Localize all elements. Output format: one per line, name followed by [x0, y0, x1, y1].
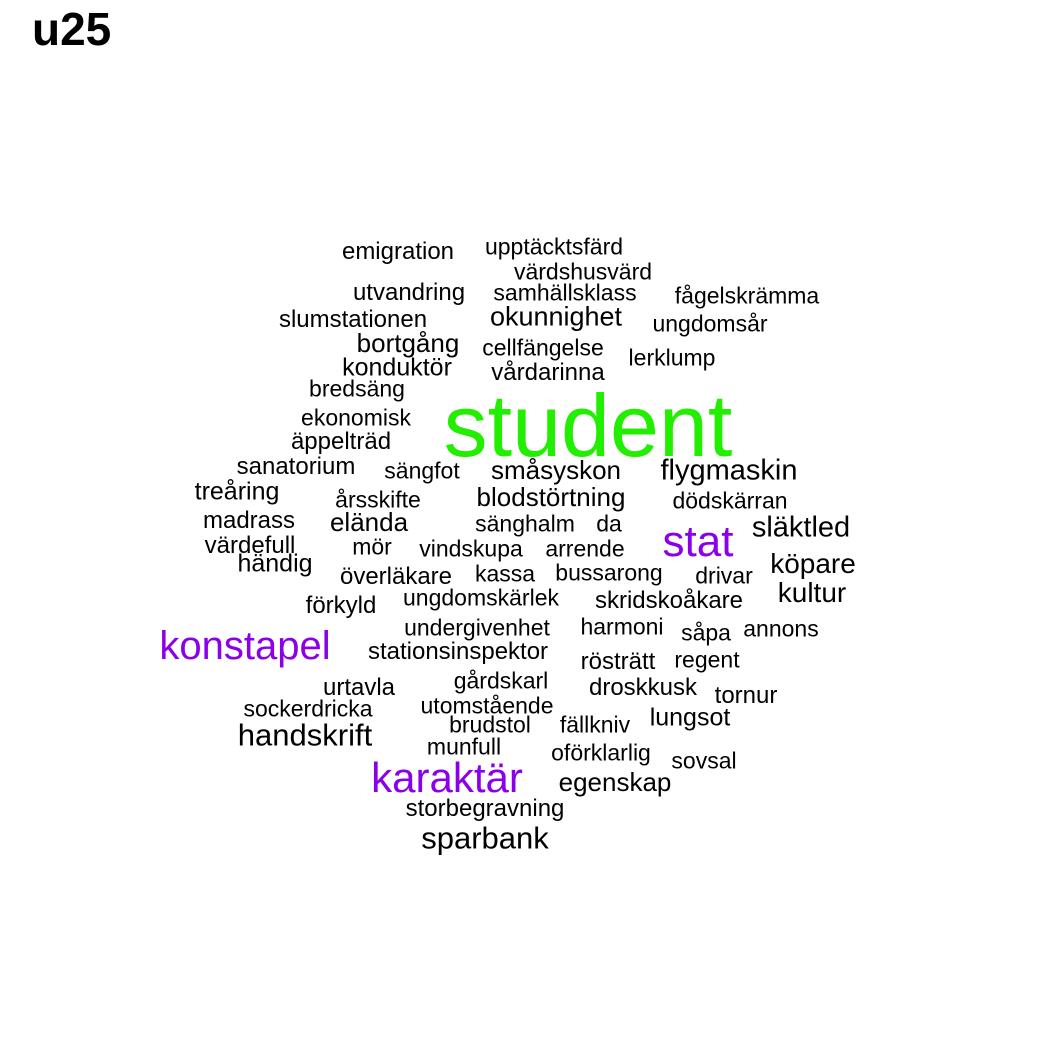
- word-forkyld: förkyld: [305, 592, 377, 619]
- word-kultur: kultur: [777, 577, 847, 608]
- word-madrass: madrass: [202, 507, 296, 534]
- word-elanda: elända: [329, 507, 409, 537]
- word-karaktar: karaktär: [371, 754, 523, 801]
- word-fallkniv: fällkniv: [559, 711, 631, 738]
- word-sparbank: sparbank: [421, 820, 549, 856]
- word-sockerdricka: sockerdricka: [243, 695, 373, 722]
- word-vardshusvard: värdshusvärd: [513, 258, 653, 285]
- word-kassa: kassa: [474, 560, 536, 587]
- word-sanatorium: sanatorium: [236, 453, 356, 480]
- word-urtavla: urtavla: [322, 674, 396, 701]
- word-skridskoakare: skridskoåkare: [594, 587, 744, 614]
- word-undergivenhet: undergivenhet: [404, 614, 550, 641]
- word-sovsal: sovsal: [671, 747, 737, 774]
- word-flygmaskin: flygmaskin: [660, 454, 798, 487]
- word-samhallsklass: samhällsklass: [493, 279, 637, 306]
- word-drivar: drivar: [695, 562, 753, 589]
- word-regent: regent: [674, 646, 740, 673]
- word-cellfangelse: cellfängelse: [482, 334, 604, 361]
- word-annons: annons: [743, 615, 819, 642]
- word-stat: stat: [662, 517, 734, 566]
- word-handig: händig: [237, 549, 313, 578]
- word-droskkusk: droskkusk: [588, 674, 698, 701]
- word-rostratt: rösträtt: [580, 648, 656, 675]
- word-lungsot: lungsot: [649, 703, 731, 732]
- word-brudstol: brudstol: [449, 711, 531, 738]
- word-student: student: [443, 376, 733, 475]
- word-sapa: såpa: [681, 619, 731, 646]
- word-ungdomskarlek: ungdomskärlek: [403, 584, 559, 611]
- word-kopare: köpare: [770, 548, 856, 579]
- word-vardefull: värdefull: [204, 532, 296, 559]
- word-utomstaende: utomstående: [420, 692, 554, 719]
- word-slumstationen: slumstationen: [278, 306, 428, 333]
- word-upptacktsfard: upptäcktsfärd: [484, 233, 624, 260]
- word-munfull: munfull: [426, 733, 502, 760]
- word-ekonomisk: ekonomisk: [301, 404, 411, 431]
- word-harmoni: harmoni: [580, 613, 664, 640]
- word-overlakare: överläkare: [339, 563, 453, 590]
- word-vardarinna: vårdarinna: [491, 359, 605, 386]
- word-appeltrad: äppelträd: [290, 428, 392, 455]
- word-konduktor: konduktör: [342, 353, 452, 382]
- word-arsskifte: årsskifte: [335, 486, 421, 513]
- word-tornur: tornur: [714, 682, 778, 709]
- word-oforklarlig: oförklarlig: [551, 739, 651, 766]
- word-bortgang: bortgång: [356, 328, 460, 358]
- word-sanghalm: sänghalm: [475, 510, 575, 537]
- word-arrende: arrende: [545, 535, 625, 562]
- word-blodstortning: blodstörtning: [476, 482, 626, 512]
- word-handskrift: handskrift: [237, 717, 373, 753]
- chart-title: u25: [32, 3, 112, 55]
- word-emigration: emigration: [341, 238, 455, 265]
- word-gardskarl: gårdskarl: [453, 667, 549, 694]
- word-egenskap: egenskap: [558, 767, 672, 797]
- word-sangfot: sängfot: [384, 457, 460, 484]
- word-dodskarran: dödskärran: [672, 487, 788, 514]
- word-ungdomsar: ungdomsår: [652, 310, 768, 337]
- word-utvandring: utvandring: [352, 279, 466, 306]
- word-trearing: treåring: [194, 477, 280, 506]
- word-mor: mör: [352, 533, 392, 560]
- word-fagelskramma: fågelskrämma: [674, 282, 820, 309]
- word-stationsinspektor: stationsinspektor: [367, 638, 549, 665]
- word-smasyskon: småsyskon: [490, 455, 622, 485]
- word-slaktled: släktled: [751, 511, 851, 544]
- word-vindskupa: vindskupa: [419, 535, 523, 562]
- word-okunnighet: okunnighet: [489, 301, 623, 332]
- word-bredsang: bredsäng: [309, 375, 405, 402]
- word-bussarong: bussarong: [555, 559, 663, 586]
- word-lerklump: lerklump: [628, 344, 716, 371]
- word-da: da: [596, 510, 622, 537]
- word-konstapel: konstapel: [159, 624, 331, 668]
- word-storbegravning: storbegravning: [405, 795, 565, 822]
